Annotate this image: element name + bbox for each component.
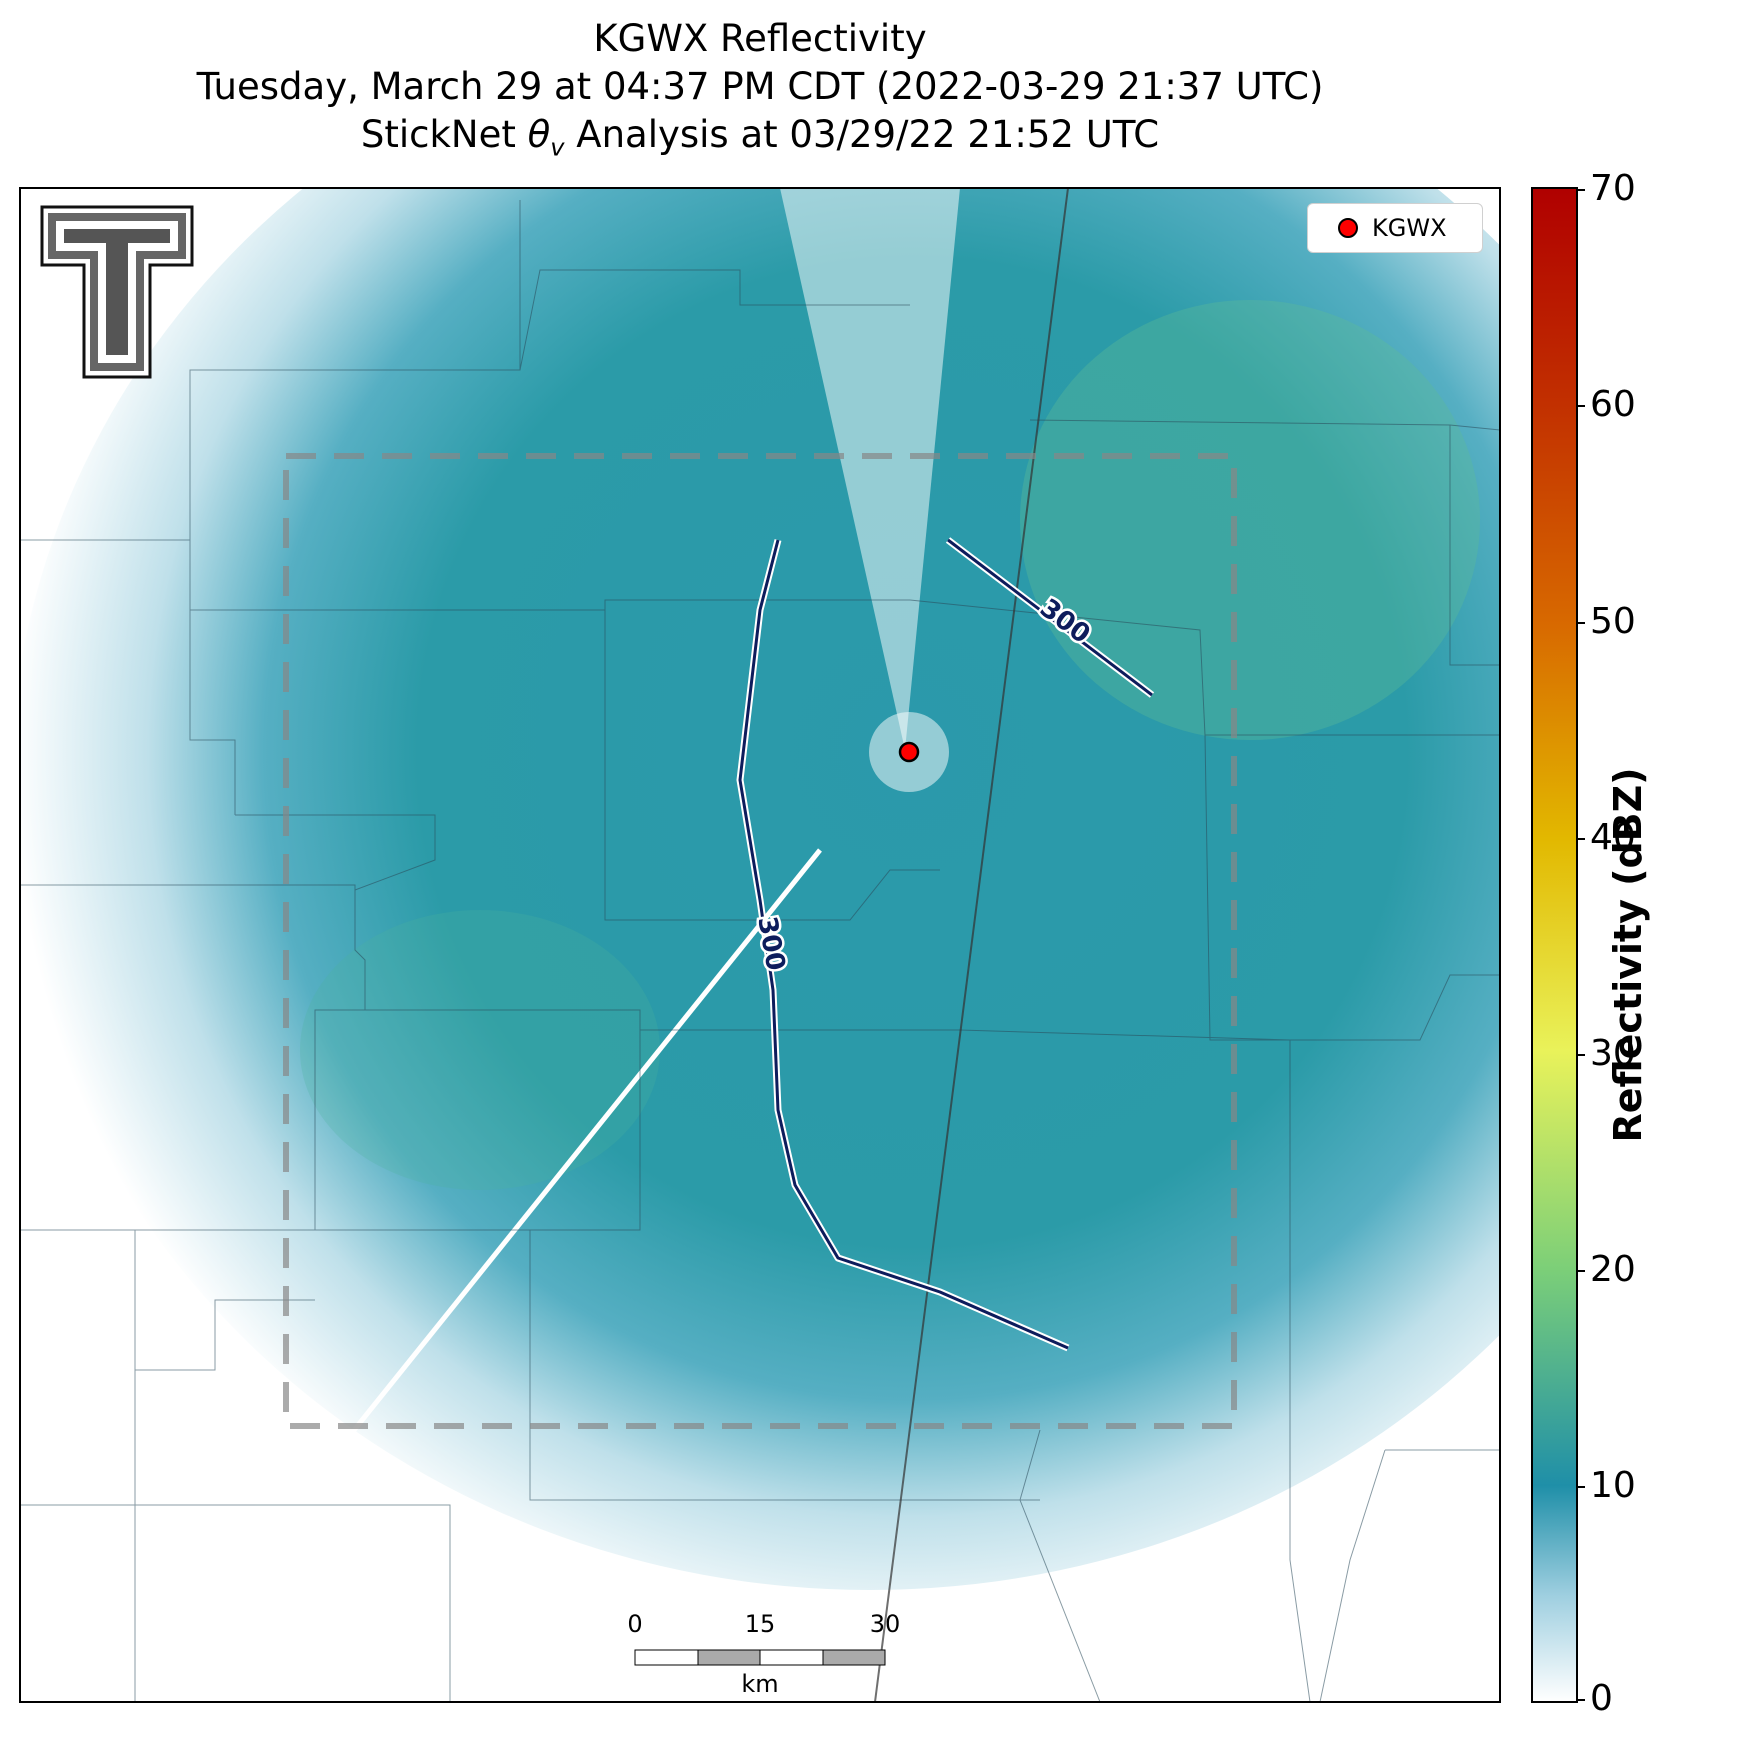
title-line-2: Tuesday, March 29 at 04:37 PM CDT (2022-…: [196, 65, 1324, 108]
colorbar-label: Reflectivity (dBZ): [1606, 767, 1650, 1143]
scale-bar: [634, 1649, 886, 1666]
scale-bar-unit: km: [741, 1670, 779, 1698]
colorbar-tick-50: 50: [1590, 601, 1636, 642]
reflectivity-enhanced-area: [1020, 300, 1480, 740]
title-line-1: KGWX Reflectivity: [593, 17, 927, 60]
texas-tech-logo: [40, 205, 194, 379]
reflectivity-enhanced-area-2: [300, 910, 660, 1190]
theta-v-contour-east: [945, 537, 1155, 698]
colorbar-tick-30: 30: [1590, 1033, 1636, 1074]
colorbar-tick-0: 0: [1590, 1678, 1613, 1719]
radar-wedge-gap: [780, 188, 960, 750]
theta-v-contour-west: [736, 539, 1070, 1352]
legend-label: KGWX: [1372, 214, 1447, 242]
colorbar-tick-40: 40: [1590, 817, 1636, 858]
colorbar-tick-20: 20: [1590, 1249, 1636, 1290]
title-line-3: StickNet θv Analysis at 03/29/22 21:52 U…: [360, 113, 1160, 162]
map-frame: [19, 187, 1501, 1703]
map-legend: KGWX: [1307, 203, 1483, 253]
state-boundary: [874, 188, 1069, 1702]
station-marker: [898, 741, 920, 763]
colorbar-ticks: [1577, 189, 1585, 1701]
county-boundaries: [20, 200, 1500, 1702]
scale-bar-tick-0: 0: [627, 1610, 643, 1638]
colorbar-tick-70: 70: [1590, 168, 1636, 209]
radial-beam-blockage: [328, 848, 822, 1462]
colorbar-tick-10: 10: [1590, 1465, 1636, 1506]
scale-bar-tick-30: 30: [869, 1610, 901, 1638]
colorbar: [1531, 187, 1578, 1703]
scale-bar-tick-15: 15: [744, 1610, 776, 1638]
station-legend-marker: [1338, 218, 1358, 238]
colorbar-tick-60: 60: [1590, 384, 1636, 425]
